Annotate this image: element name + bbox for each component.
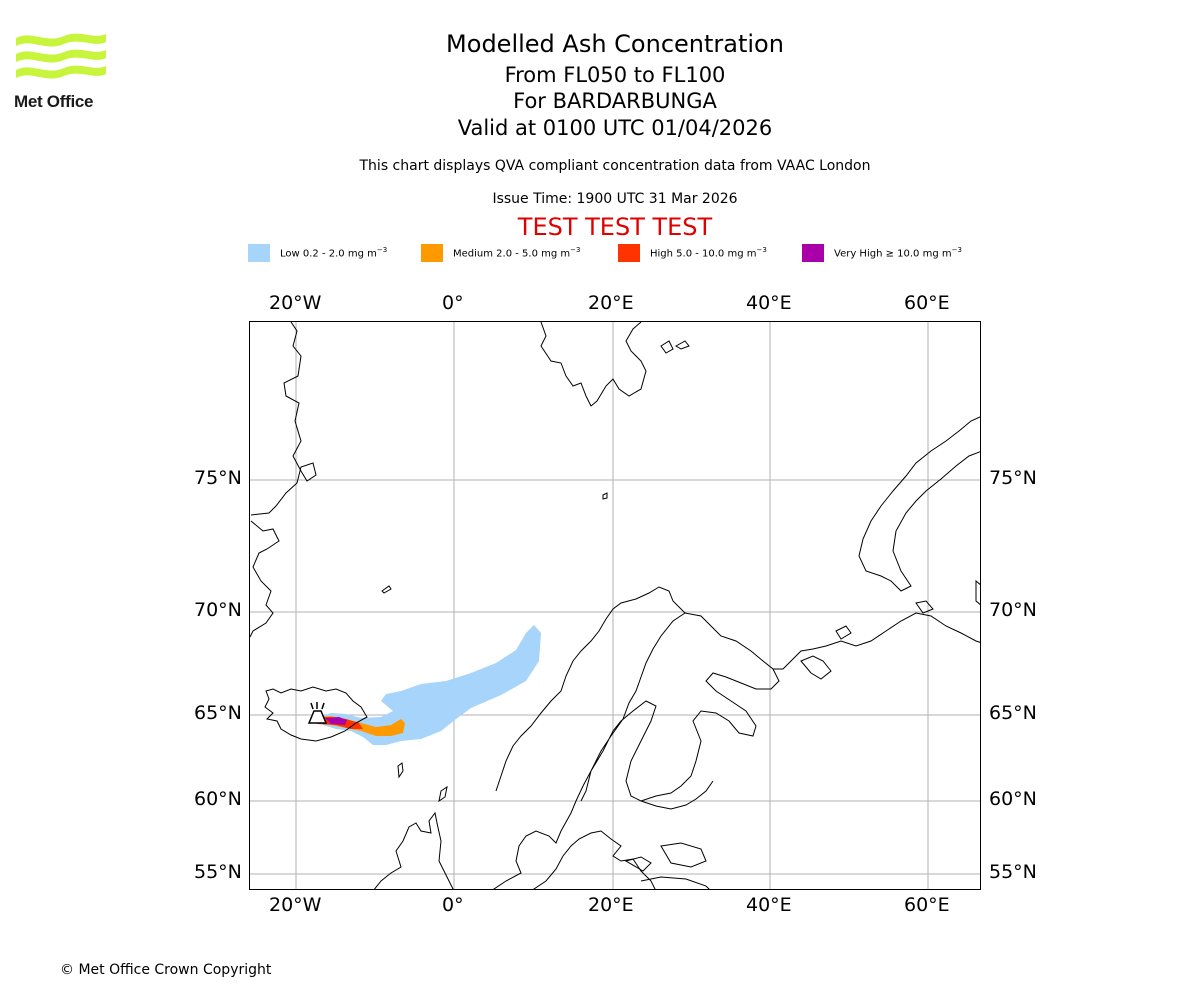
lat-label-left-70n: 70°N	[194, 599, 242, 621]
coast-kolguev	[835, 625, 852, 640]
lat-label-right-65n: 65°N	[989, 702, 1037, 724]
lat-label-right-75n: 75°N	[989, 467, 1037, 489]
met-office-logo: Met Office	[14, 30, 109, 112]
lon-label-top-20e: 20°E	[588, 292, 634, 314]
lat-label-left-75n: 75°N	[194, 467, 242, 489]
coast-scotland	[373, 811, 454, 889]
coast-faroe	[397, 762, 404, 779]
legend-label-medium: Medium 2.0 - 5.0 mg m−3	[453, 246, 581, 260]
met-office-wave-icon	[16, 33, 106, 79]
lat-label-left-55n: 55°N	[194, 861, 242, 883]
ash-very-high-region	[325, 717, 347, 725]
coast-yamal	[975, 579, 980, 605]
coast-norway	[493, 612, 780, 889]
test-banner: TEST TEST TEST	[517, 213, 713, 241]
legend-label-high: High 5.0 - 10.0 mg m−3	[650, 246, 767, 260]
ash-plume	[315, 625, 541, 745]
coast-bear-island	[602, 492, 608, 500]
legend-medium: Medium 2.0 - 5.0 mg m−3	[421, 244, 580, 262]
lon-label-bottom-0: 0°	[442, 894, 464, 916]
legend-high: High 5.0 - 10.0 mg m−3	[618, 244, 767, 262]
lon-label-top-40e: 40°E	[746, 292, 792, 314]
coast-greenland	[250, 322, 317, 638]
coast-latvia	[640, 876, 710, 889]
coast-gotland	[624, 856, 652, 872]
lat-label-right-60n: 60°N	[989, 788, 1037, 810]
issue-time: Issue Time: 1900 UTC 31 Mar 2026	[492, 191, 738, 207]
legend-swatch-high	[618, 244, 640, 262]
lon-label-bottom-40e: 40°E	[746, 894, 792, 916]
lat-label-right-55n: 55°N	[989, 861, 1037, 883]
legend-very-high: Very High ≥ 10.0 mg m−3	[802, 244, 962, 262]
map-svg[interactable]	[250, 322, 981, 890]
lon-label-bottom-20w: 20°W	[269, 894, 322, 916]
coast-kola	[773, 612, 980, 670]
legend-low: Low 0.2 - 2.0 mg m−3	[248, 244, 387, 262]
coast-finland	[640, 780, 714, 810]
lat-label-right-70n: 70°N	[989, 599, 1037, 621]
coast-shetland	[438, 785, 448, 803]
chart-title: Modelled Ash Concentration	[446, 30, 784, 58]
coast-norway-west	[495, 586, 686, 792]
legend-swatch-very-high	[802, 244, 824, 262]
coast-estonia	[660, 842, 707, 868]
legend-swatch-medium	[421, 244, 443, 262]
flight-levels: From FL050 to FL100	[504, 63, 726, 87]
valid-time: Valid at 0100 UTC 01/04/2026	[457, 116, 773, 140]
chart-description: This chart displays QVA compliant concen…	[359, 158, 871, 174]
legend-swatch-low	[248, 244, 270, 262]
coast-svalbard-east	[660, 340, 690, 354]
legend-label-low: Low 0.2 - 2.0 mg m−3	[280, 246, 388, 260]
lat-label-left-65n: 65°N	[194, 702, 242, 724]
lon-label-bottom-20e: 20°E	[588, 894, 634, 916]
lon-label-bottom-60e: 60°E	[904, 894, 950, 916]
logo-text: Met Office	[14, 92, 94, 111]
coast-iceland	[264, 686, 368, 742]
coastlines	[250, 322, 980, 889]
lat-label-left-60n: 60°N	[194, 788, 242, 810]
lon-label-top-20w: 20°W	[269, 292, 322, 314]
copyright: © Met Office Crown Copyright	[60, 962, 272, 978]
graticule	[250, 322, 980, 889]
coast-svalbard	[540, 322, 647, 407]
volcano-icon	[307, 702, 328, 724]
lon-label-top-0: 0°	[442, 292, 464, 314]
legend-label-very-high: Very High ≥ 10.0 mg m−3	[834, 246, 962, 260]
coast-novaya-zemlya	[858, 416, 980, 592]
coast-kanin	[800, 655, 832, 680]
coast-vaygach	[915, 600, 934, 614]
volcano-name: For BARDARBUNGA	[513, 89, 717, 113]
coast-jan-mayen	[381, 585, 392, 594]
ash-low-region	[319, 625, 541, 745]
map-area[interactable]	[249, 321, 981, 890]
coast-baltic	[533, 830, 656, 889]
lon-label-top-60e: 60°E	[904, 292, 950, 314]
